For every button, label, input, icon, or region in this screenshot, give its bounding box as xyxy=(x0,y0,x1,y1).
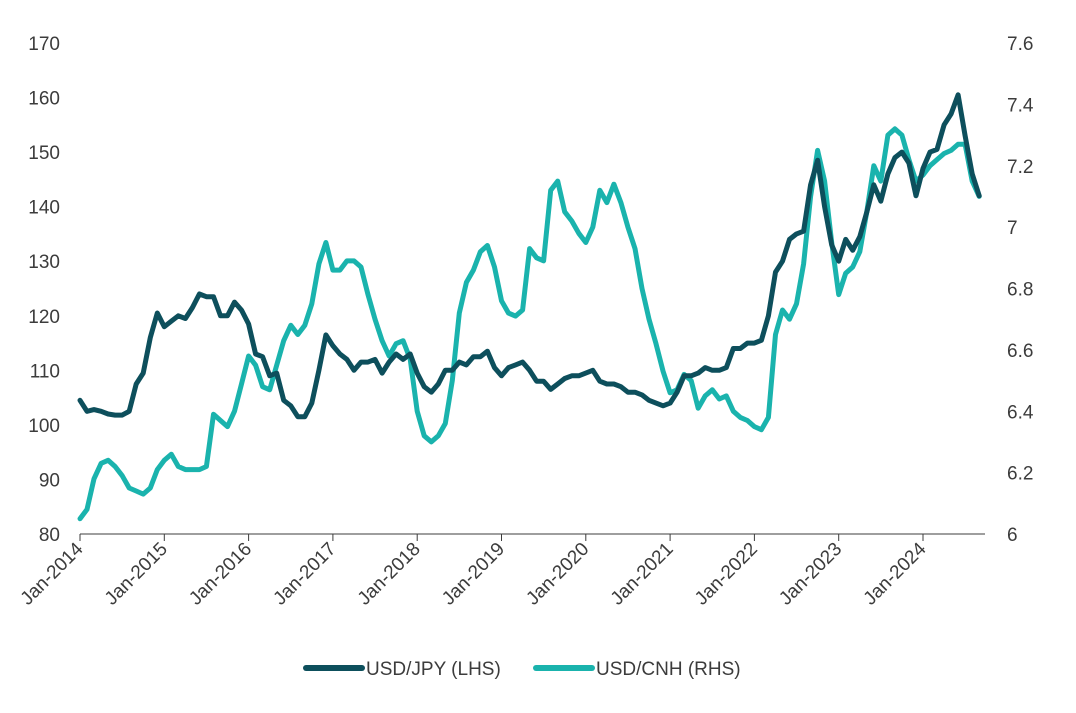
x-tick-label: Jan-2018 xyxy=(354,539,425,610)
x-tick-label: Jan-2015 xyxy=(101,539,172,610)
left-tick-label: 130 xyxy=(28,252,60,273)
right-tick-label: 7 xyxy=(1007,218,1018,239)
right-axis-ticks: 6 6.2 6.4 6.6 6.8 7 7.2 7.4 7.6 xyxy=(1007,34,1034,546)
right-tick-label: 7.6 xyxy=(1007,34,1033,55)
x-tick-label: Jan-2024 xyxy=(860,538,931,609)
x-tick-label: Jan-2014 xyxy=(17,538,88,609)
x-tick-label: Jan-2016 xyxy=(185,539,256,610)
right-tick-label: 7.2 xyxy=(1007,157,1033,178)
right-tick-label: 6.4 xyxy=(1007,402,1034,423)
left-tick-label: 120 xyxy=(28,307,60,328)
left-tick-label: 90 xyxy=(39,470,60,491)
left-tick-label: 150 xyxy=(28,143,60,164)
left-tick-label: 160 xyxy=(28,89,60,110)
series-line-usdjpy xyxy=(77,92,982,420)
right-tick-label: 6 xyxy=(1007,525,1018,546)
left-tick-label: 100 xyxy=(28,416,60,437)
x-tick-label: Jan-2019 xyxy=(438,539,509,610)
right-tick-label: 7.4 xyxy=(1007,95,1034,116)
left-tick-label: 140 xyxy=(28,198,60,219)
x-tick-label: Jan-2022 xyxy=(691,539,762,610)
right-tick-label: 6.2 xyxy=(1007,464,1033,485)
x-axis-ticks: Jan-2014 Jan-2015 Jan-2016 Jan-2017 Jan-2018… xyxy=(17,534,931,610)
x-tick-label: Jan-2020 xyxy=(522,539,593,610)
x-tick-label: Jan-2023 xyxy=(775,539,846,610)
left-tick-label: 80 xyxy=(39,525,60,546)
series-line-usdcnh xyxy=(77,126,982,522)
series-layer xyxy=(77,92,982,522)
x-tick-label: Jan-2021 xyxy=(607,539,678,610)
legend-label-usdjpy: USD/JPY (LHS) xyxy=(366,659,501,680)
x-tick-label: Jan-2017 xyxy=(270,539,341,610)
left-tick-label: 110 xyxy=(30,361,60,382)
left-tick-label: 170 xyxy=(28,34,60,55)
right-tick-label: 6.6 xyxy=(1007,341,1033,362)
right-tick-label: 6.8 xyxy=(1007,280,1033,301)
left-axis-ticks: 80 90 100 110 120 130 140 150 160 170 xyxy=(28,34,60,546)
legend: USD/JPY (LHS) USD/CNH (RHS) xyxy=(303,659,741,680)
legend-label-usdcnh: USD/CNH (RHS) xyxy=(596,659,741,680)
